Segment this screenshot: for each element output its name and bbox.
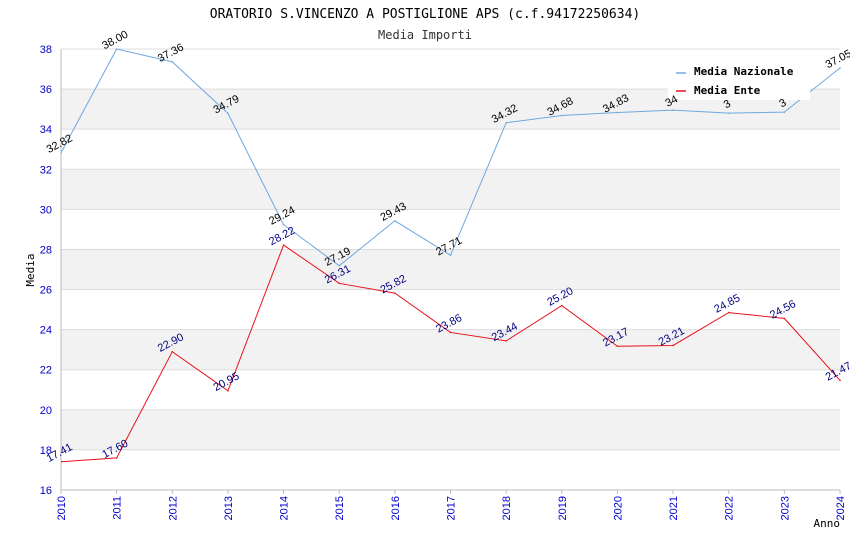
data-point <box>783 111 786 113</box>
data-point <box>394 292 396 294</box>
y-tick-labels: 16 18 20 22 24 26 28 30 32 34 36 38 <box>40 44 52 497</box>
data-point <box>338 282 341 285</box>
data-point <box>115 457 118 459</box>
x-tick-label: 2011 <box>112 496 124 520</box>
y-tick-label: 16 <box>40 485 52 497</box>
data-point <box>672 344 674 347</box>
data-point <box>616 111 619 114</box>
x-tick-label: 2017 <box>446 496 458 520</box>
x-axis-label: Anno <box>814 517 841 530</box>
data-point <box>338 264 341 267</box>
x-tick-label: 2018 <box>501 496 513 520</box>
data-point <box>227 389 229 392</box>
data-point <box>61 460 62 463</box>
x-tick-label: 2013 <box>223 496 235 520</box>
x-tick-label: 2020 <box>612 496 624 520</box>
plot-background-bands <box>61 89 840 450</box>
data-point <box>560 114 563 117</box>
background-band <box>61 409 840 450</box>
data-label: 24.85 <box>712 292 742 316</box>
data-point <box>727 112 730 114</box>
data-point <box>394 219 396 222</box>
legend-label-nazionale: Media Nazionale <box>694 65 794 78</box>
x-tick-label: 2012 <box>167 496 179 520</box>
x-tick-label: 2016 <box>390 496 402 520</box>
data-point <box>560 304 563 307</box>
data-point <box>61 152 62 154</box>
legend-background <box>668 60 810 100</box>
x-tick-label: 2019 <box>557 496 569 520</box>
y-tick-label: 24 <box>40 325 52 337</box>
background-band <box>61 249 840 290</box>
x-tick-label: 2010 <box>56 496 68 520</box>
data-point <box>505 340 507 342</box>
data-label: 37.05 <box>824 48 850 72</box>
data-label: 3 <box>722 98 733 111</box>
x-tick-label: 2024 <box>835 496 847 520</box>
data-point <box>727 311 730 314</box>
data-label: 3 <box>777 97 788 110</box>
y-tick-label: 38 <box>40 44 52 56</box>
y-tick-label: 32 <box>40 164 52 176</box>
data-point <box>783 317 786 320</box>
data-point <box>672 109 674 111</box>
data-point <box>505 121 507 124</box>
data-point <box>616 345 619 348</box>
series-lines <box>61 48 841 463</box>
data-point <box>282 244 285 246</box>
data-label: 34 <box>663 93 679 109</box>
background-band <box>61 329 840 370</box>
x-tick-label: 2015 <box>334 496 346 520</box>
legend: Media Nazionale Media Ente <box>668 60 810 100</box>
y-tick-label: 18 <box>40 445 52 457</box>
x-tick-label: 2021 <box>668 496 680 520</box>
x-tick-label: 2014 <box>279 496 291 520</box>
legend-label-ente: Media Ente <box>694 84 761 97</box>
y-axis-label: Media <box>24 253 37 286</box>
data-point <box>449 331 452 334</box>
y-tick-label: 26 <box>40 285 52 297</box>
data-point <box>115 48 118 50</box>
y-tick-label: 34 <box>40 124 52 136</box>
y-tick-label: 20 <box>40 405 52 417</box>
chart-subtitle: Media Importi <box>378 28 472 42</box>
y-tick-label: 22 <box>40 365 52 377</box>
data-point <box>171 350 174 353</box>
gridlines <box>61 48 840 491</box>
y-tick-label: 36 <box>40 84 52 96</box>
data-point <box>282 223 285 226</box>
y-tick-label: 30 <box>40 204 52 216</box>
data-point <box>171 61 174 63</box>
x-tick-label: 2023 <box>779 496 791 520</box>
data-point <box>839 67 841 69</box>
data-point <box>227 112 229 115</box>
data-point <box>839 379 841 382</box>
y-tick-label: 28 <box>40 244 52 256</box>
data-label: 28.22 <box>267 225 297 249</box>
chart-title: ORATORIO S.VINCENZO A POSTIGLIONE APS (c… <box>210 7 640 22</box>
x-tick-labels: 2010 2011 2012 2013 2014 2015 2016 2017 2018 2019… <box>56 490 847 520</box>
x-tick-label: 2022 <box>724 496 736 520</box>
data-point <box>449 254 452 257</box>
background-band <box>61 169 840 210</box>
